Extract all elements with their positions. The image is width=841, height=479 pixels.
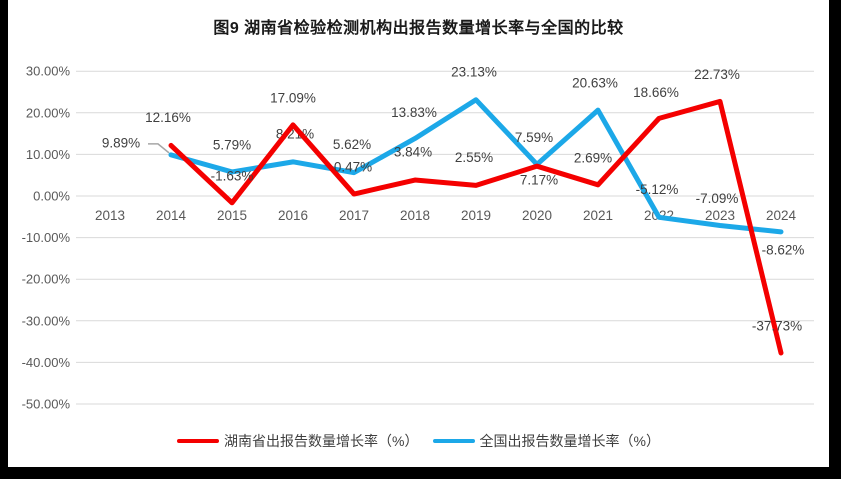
data-label: 12.16% bbox=[145, 110, 191, 125]
data-label: 13.83% bbox=[391, 105, 437, 120]
x-axis-tick-label: 2023 bbox=[705, 208, 735, 223]
y-axis-tick-label: -20.00% bbox=[22, 272, 71, 287]
x-axis-tick-label: 2020 bbox=[522, 208, 552, 223]
data-label: 7.59% bbox=[515, 130, 553, 145]
data-label: 9.89% bbox=[102, 135, 140, 150]
data-label: -37.73% bbox=[752, 318, 802, 333]
series-line-hunan bbox=[168, 98, 784, 356]
legend-item-hunan: 湖南省出报告数量增长率（%） bbox=[177, 431, 419, 451]
data-label: -5.12% bbox=[636, 182, 679, 197]
legend-line-swatch-hunan bbox=[177, 438, 220, 444]
x-axis-tick-label: 2014 bbox=[156, 208, 187, 223]
data-label: -1.63% bbox=[211, 168, 254, 183]
legend-label-hunan: 湖南省出报告数量增长率（%） bbox=[224, 433, 419, 449]
legend: 湖南省出报告数量增长率（%） 全国出报告数量增长率（%） bbox=[8, 431, 829, 451]
window-edge-bottom bbox=[0, 467, 841, 479]
chart-title: 图9 湖南省检验检测机构出报告数量增长率与全国的比较 bbox=[213, 20, 624, 37]
legend-line-swatch-national bbox=[432, 438, 475, 444]
data-label: -7.09% bbox=[696, 191, 739, 206]
x-axis-tick-label: 2017 bbox=[339, 208, 369, 223]
data-label: 20.63% bbox=[572, 76, 618, 91]
y-axis-tick-label: 30.00% bbox=[26, 64, 71, 79]
y-axis-tick-label: 20.00% bbox=[26, 105, 71, 120]
data-label-callout-line bbox=[148, 143, 170, 154]
legend-label-national: 全国出报告数量增长率（%） bbox=[479, 433, 660, 449]
x-axis-tick-label: 2019 bbox=[461, 208, 491, 223]
window-edge-left bbox=[0, 0, 8, 479]
x-axis-tick-label: 2021 bbox=[583, 208, 613, 223]
data-label: 3.84% bbox=[394, 145, 432, 160]
y-axis-tick-label: 0.00% bbox=[33, 189, 70, 204]
series-line-national bbox=[168, 97, 784, 235]
data-label: 0.47% bbox=[334, 160, 372, 175]
y-axis-tick-label: -40.00% bbox=[22, 355, 71, 370]
x-axis-tick-label: 2024 bbox=[766, 208, 797, 223]
y-axis-tick-label: -30.00% bbox=[22, 313, 71, 328]
data-label: 22.73% bbox=[694, 67, 740, 82]
x-axis-tick-label: 2013 bbox=[95, 208, 125, 223]
data-label: 7.17% bbox=[520, 173, 558, 188]
data-label: 23.13% bbox=[451, 64, 497, 79]
data-label: 2.55% bbox=[455, 150, 493, 165]
data-label: 5.62% bbox=[333, 137, 371, 152]
data-label: 17.09% bbox=[270, 90, 316, 105]
x-axis-tick-label: 2016 bbox=[278, 208, 308, 223]
window-edge-right bbox=[829, 0, 841, 479]
x-axis-tick-label: 2018 bbox=[400, 208, 430, 223]
data-label: 5.79% bbox=[213, 137, 251, 152]
data-label: 18.66% bbox=[633, 85, 679, 100]
y-axis-tick-label: -50.00% bbox=[22, 397, 71, 412]
x-axis-tick-label: 2015 bbox=[217, 208, 247, 223]
data-label: 2.69% bbox=[574, 150, 612, 165]
legend-item-national: 全国出报告数量增长率（%） bbox=[432, 431, 660, 451]
y-axis-tick-label: -10.00% bbox=[22, 230, 71, 245]
y-axis-tick-label: 10.00% bbox=[26, 147, 71, 162]
data-label: -8.62% bbox=[762, 242, 805, 257]
